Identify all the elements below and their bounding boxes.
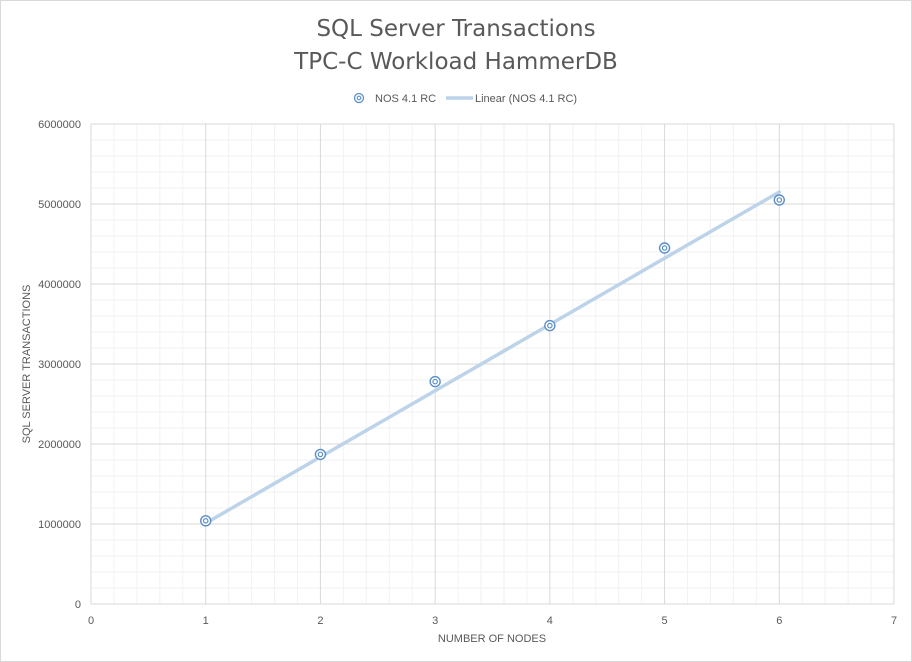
data-point-outer-ring (773, 194, 785, 206)
data-point (544, 319, 556, 332)
trendline-layer (203, 190, 782, 525)
data-point-outer-ring (200, 515, 212, 527)
data-point-inner-ring (547, 322, 553, 329)
x-tick-label: 1 (203, 615, 209, 627)
y-tick-label: 0 (75, 599, 81, 611)
data-point (429, 375, 441, 388)
x-tick-label: 4 (547, 615, 553, 627)
data-point (658, 242, 671, 254)
legend-marker-icon (353, 92, 365, 104)
data-points (200, 194, 785, 527)
x-axis-ticks: 0 1 2 3 4 5 6 7 (88, 615, 897, 627)
x-tick-label: 0 (88, 615, 94, 627)
data-point-outer-ring (314, 448, 327, 461)
y-tick-label: 4000000 (38, 279, 81, 291)
data-point-outer-ring (658, 242, 671, 254)
data-point-inner-ring (432, 378, 438, 385)
data-point-inner-ring (317, 451, 324, 458)
legend-label-series: NOS 4.1 RC (375, 93, 436, 105)
data-point-inner-ring (776, 197, 783, 203)
data-point (200, 515, 212, 527)
y-tick-label: 2000000 (38, 439, 81, 451)
data-point-inner-ring (202, 517, 209, 524)
data-point-inner-ring (661, 245, 668, 251)
data-point (314, 448, 327, 461)
y-axis-ticks: 0 1000000 2000000 3000000 4000000 5000000 6000… (38, 119, 81, 611)
chart-title-line-2: TPC-C Workload HammerDB (293, 49, 618, 75)
y-tick-label: 5000000 (38, 199, 81, 211)
data-point (773, 194, 785, 206)
y-tick-label: 1000000 (38, 519, 81, 531)
gridlines (90, 123, 895, 605)
data-point-outer-ring (544, 319, 556, 332)
y-tick-label: 6000000 (38, 119, 81, 131)
trendline (203, 190, 782, 525)
chart-title-line-1: SQL Server Transactions (316, 16, 595, 42)
x-tick-label: 3 (432, 615, 438, 627)
x-tick-label: 6 (776, 615, 782, 627)
x-tick-label: 7 (891, 615, 897, 627)
x-tick-label: 5 (662, 615, 668, 627)
y-axis-title: SQL SERVER TRANSACTIONS (21, 285, 33, 444)
x-axis-title: NUMBER OF NODES (438, 633, 546, 645)
x-tick-label: 2 (317, 615, 323, 627)
legend-label-trendline: Linear (NOS 4.1 RC) (475, 93, 577, 105)
legend: NOS 4.1 RC Linear (NOS 4.1 RC) (353, 92, 577, 105)
data-point-outer-ring (429, 375, 441, 388)
y-tick-label: 3000000 (38, 359, 81, 371)
